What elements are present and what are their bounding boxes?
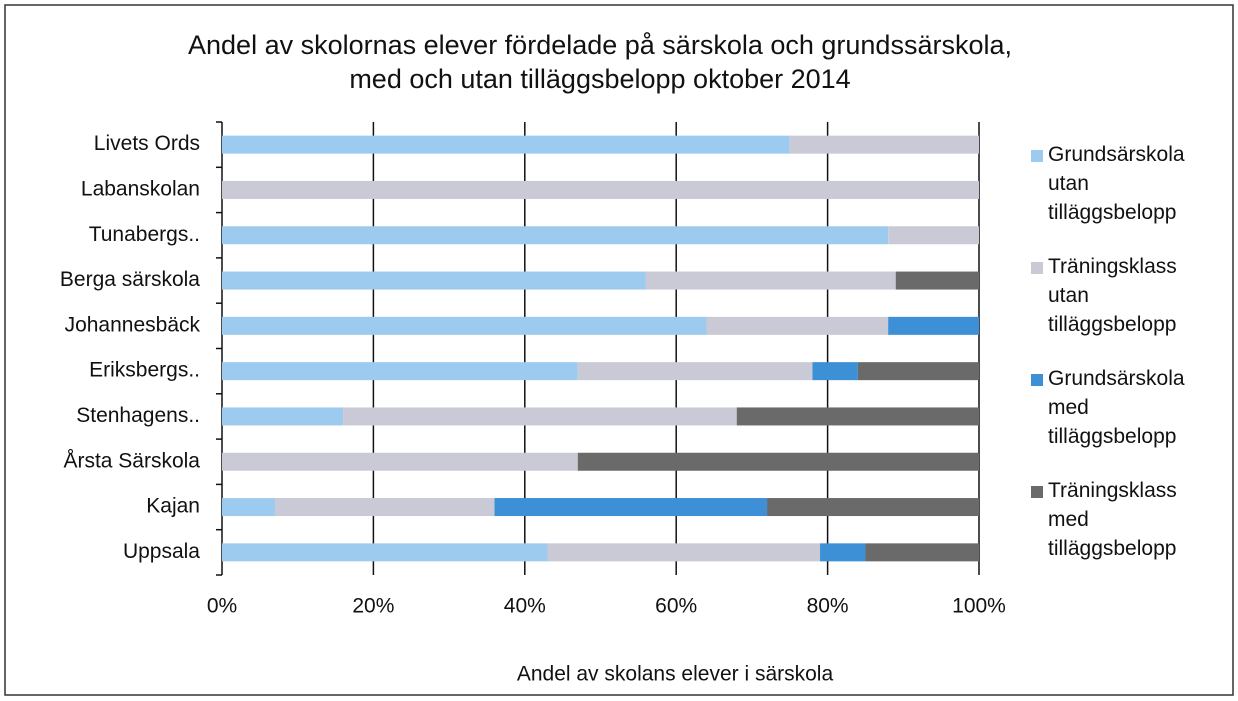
x-tick-label: 40%	[504, 595, 546, 618]
legend-swatch	[1031, 262, 1043, 274]
x-tick-label: 20%	[352, 595, 394, 618]
legend-swatch	[1031, 150, 1043, 162]
legend-label: Träningsklass utan tilläggsbelopp	[1048, 255, 1177, 336]
bar-segment	[222, 452, 578, 471]
bar-segment	[222, 316, 707, 335]
bar-segment	[577, 362, 813, 381]
bar-segment	[547, 543, 821, 562]
x-tick-label: 0%	[207, 595, 237, 618]
bar-segment	[222, 271, 646, 290]
bar-segment	[767, 498, 979, 517]
bar-segment	[865, 543, 979, 562]
x-tick-label: 100%	[952, 595, 1006, 618]
x-tick-label: 60%	[655, 595, 697, 618]
bar-segment	[577, 452, 979, 471]
y-tick-label: Stenhagens..	[76, 404, 200, 427]
bar-segment	[222, 498, 275, 517]
y-tick-label: Uppsala	[123, 540, 200, 563]
bar-segment	[736, 407, 979, 426]
bar-segment	[812, 362, 858, 381]
bar-segment	[645, 271, 896, 290]
bar-segment	[888, 316, 979, 335]
bar-segment	[222, 226, 889, 245]
chart-title: Andel av skolornas elever fördelade på s…	[188, 30, 1012, 94]
bar-segment	[222, 180, 979, 199]
x-axis-label: Andel av skolans elever i särskola	[517, 663, 834, 686]
legend-label: Grundsärskola utan tilläggsbelopp	[1048, 143, 1185, 224]
y-tick-label: Kajan	[146, 495, 200, 518]
bar-segment	[888, 226, 979, 245]
frame	[4, 4, 1234, 696]
y-tick-label: Livets Ords	[94, 132, 200, 155]
bar-segment	[222, 543, 548, 562]
y-tick-label: Tunabergs..	[89, 223, 200, 246]
legend-label: Träningsklass med tilläggsbelopp	[1048, 479, 1177, 560]
bar-segment	[222, 362, 578, 381]
bar-segment	[343, 407, 737, 426]
bar-segment	[895, 271, 979, 290]
y-tick-label: Berga särskola	[60, 268, 200, 291]
bar-segment	[857, 362, 979, 381]
bar-segment	[789, 135, 979, 154]
y-tick-label: Eriksbergs..	[89, 359, 200, 382]
bar-segment	[706, 316, 889, 335]
bar-segment	[274, 498, 495, 517]
x-tick-label: 80%	[807, 595, 849, 618]
y-tick-label: Labanskolan	[81, 177, 200, 200]
bar-segment	[222, 407, 344, 426]
y-tick-label: Johannesbäck	[65, 313, 201, 336]
bar-segment	[494, 498, 768, 517]
y-tick-label: Årsta Särskola	[63, 449, 200, 472]
bar-segment	[820, 543, 866, 562]
legend-label: Grundsärskola med tilläggsbelopp	[1048, 367, 1185, 448]
bar-segment	[222, 135, 790, 154]
legend-swatch	[1031, 486, 1043, 498]
legend-swatch	[1031, 374, 1043, 386]
